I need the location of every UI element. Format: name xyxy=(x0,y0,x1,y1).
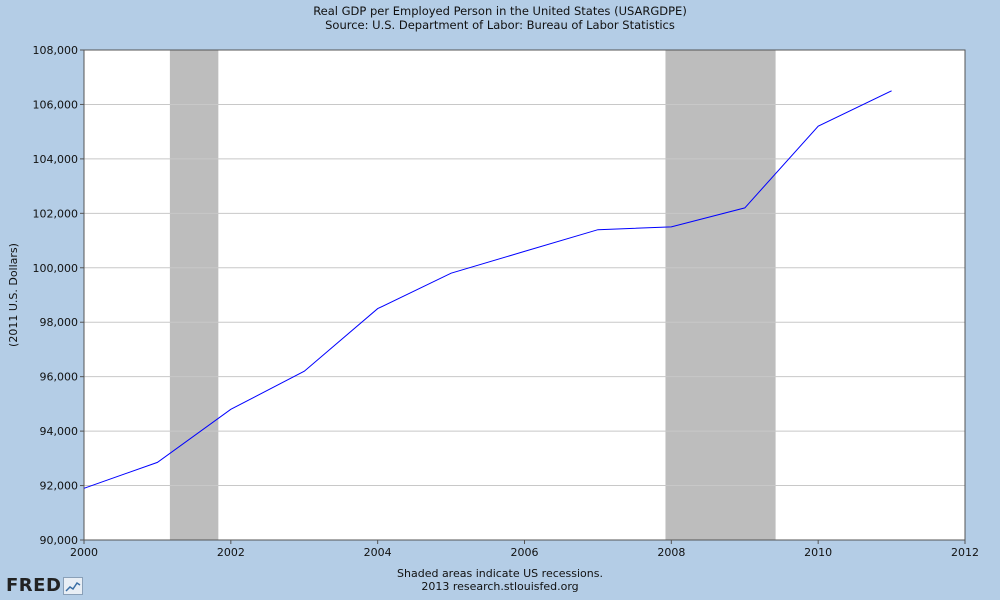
y-tick-label: 102,000 xyxy=(33,207,79,220)
y-tick-label: 94,000 xyxy=(40,425,79,438)
chart-graph-icon xyxy=(63,576,84,595)
x-tick-label: 2002 xyxy=(217,546,245,559)
recession-band-2 xyxy=(665,50,776,540)
y-tick-label: 104,000 xyxy=(33,153,79,166)
x-tick-label: 2008 xyxy=(657,546,685,559)
x-tick-label: 2010 xyxy=(804,546,832,559)
y-axis-label: (2011 U.S. Dollars) xyxy=(7,243,20,347)
fred-logo[interactable]: FRED xyxy=(6,575,84,596)
credit-text: 2013 research.stlouisfed.org xyxy=(421,580,579,593)
chart-title: Real GDP per Employed Person in the Unit… xyxy=(313,4,687,18)
y-tick-label: 96,000 xyxy=(40,371,79,384)
y-tick-label: 90,000 xyxy=(40,534,79,547)
x-tick-label: 2004 xyxy=(364,546,392,559)
y-tick-label: 92,000 xyxy=(40,480,79,493)
chart-header: Real GDP per Employed Person in the Unit… xyxy=(0,4,1000,32)
y-tick-label: 106,000 xyxy=(33,98,79,111)
recession-note: Shaded areas indicate US recessions. xyxy=(397,567,603,580)
y-tick-label: 98,000 xyxy=(40,316,79,329)
recession-band-1 xyxy=(169,50,219,540)
chart-source: Source: U.S. Department of Labor: Bureau… xyxy=(325,18,675,32)
fred-logo-text: FRED xyxy=(6,575,62,596)
x-tick-label: 2012 xyxy=(951,546,979,559)
chart-footer: Shaded areas indicate US recessions. 201… xyxy=(0,567,1000,593)
y-tick-label: 100,000 xyxy=(33,262,79,275)
y-tick-label: 108,000 xyxy=(33,44,79,57)
x-tick-label: 2000 xyxy=(70,546,98,559)
plot-area xyxy=(84,50,965,540)
series-line-usargdpe xyxy=(83,90,892,489)
x-tick-label: 2006 xyxy=(511,546,539,559)
